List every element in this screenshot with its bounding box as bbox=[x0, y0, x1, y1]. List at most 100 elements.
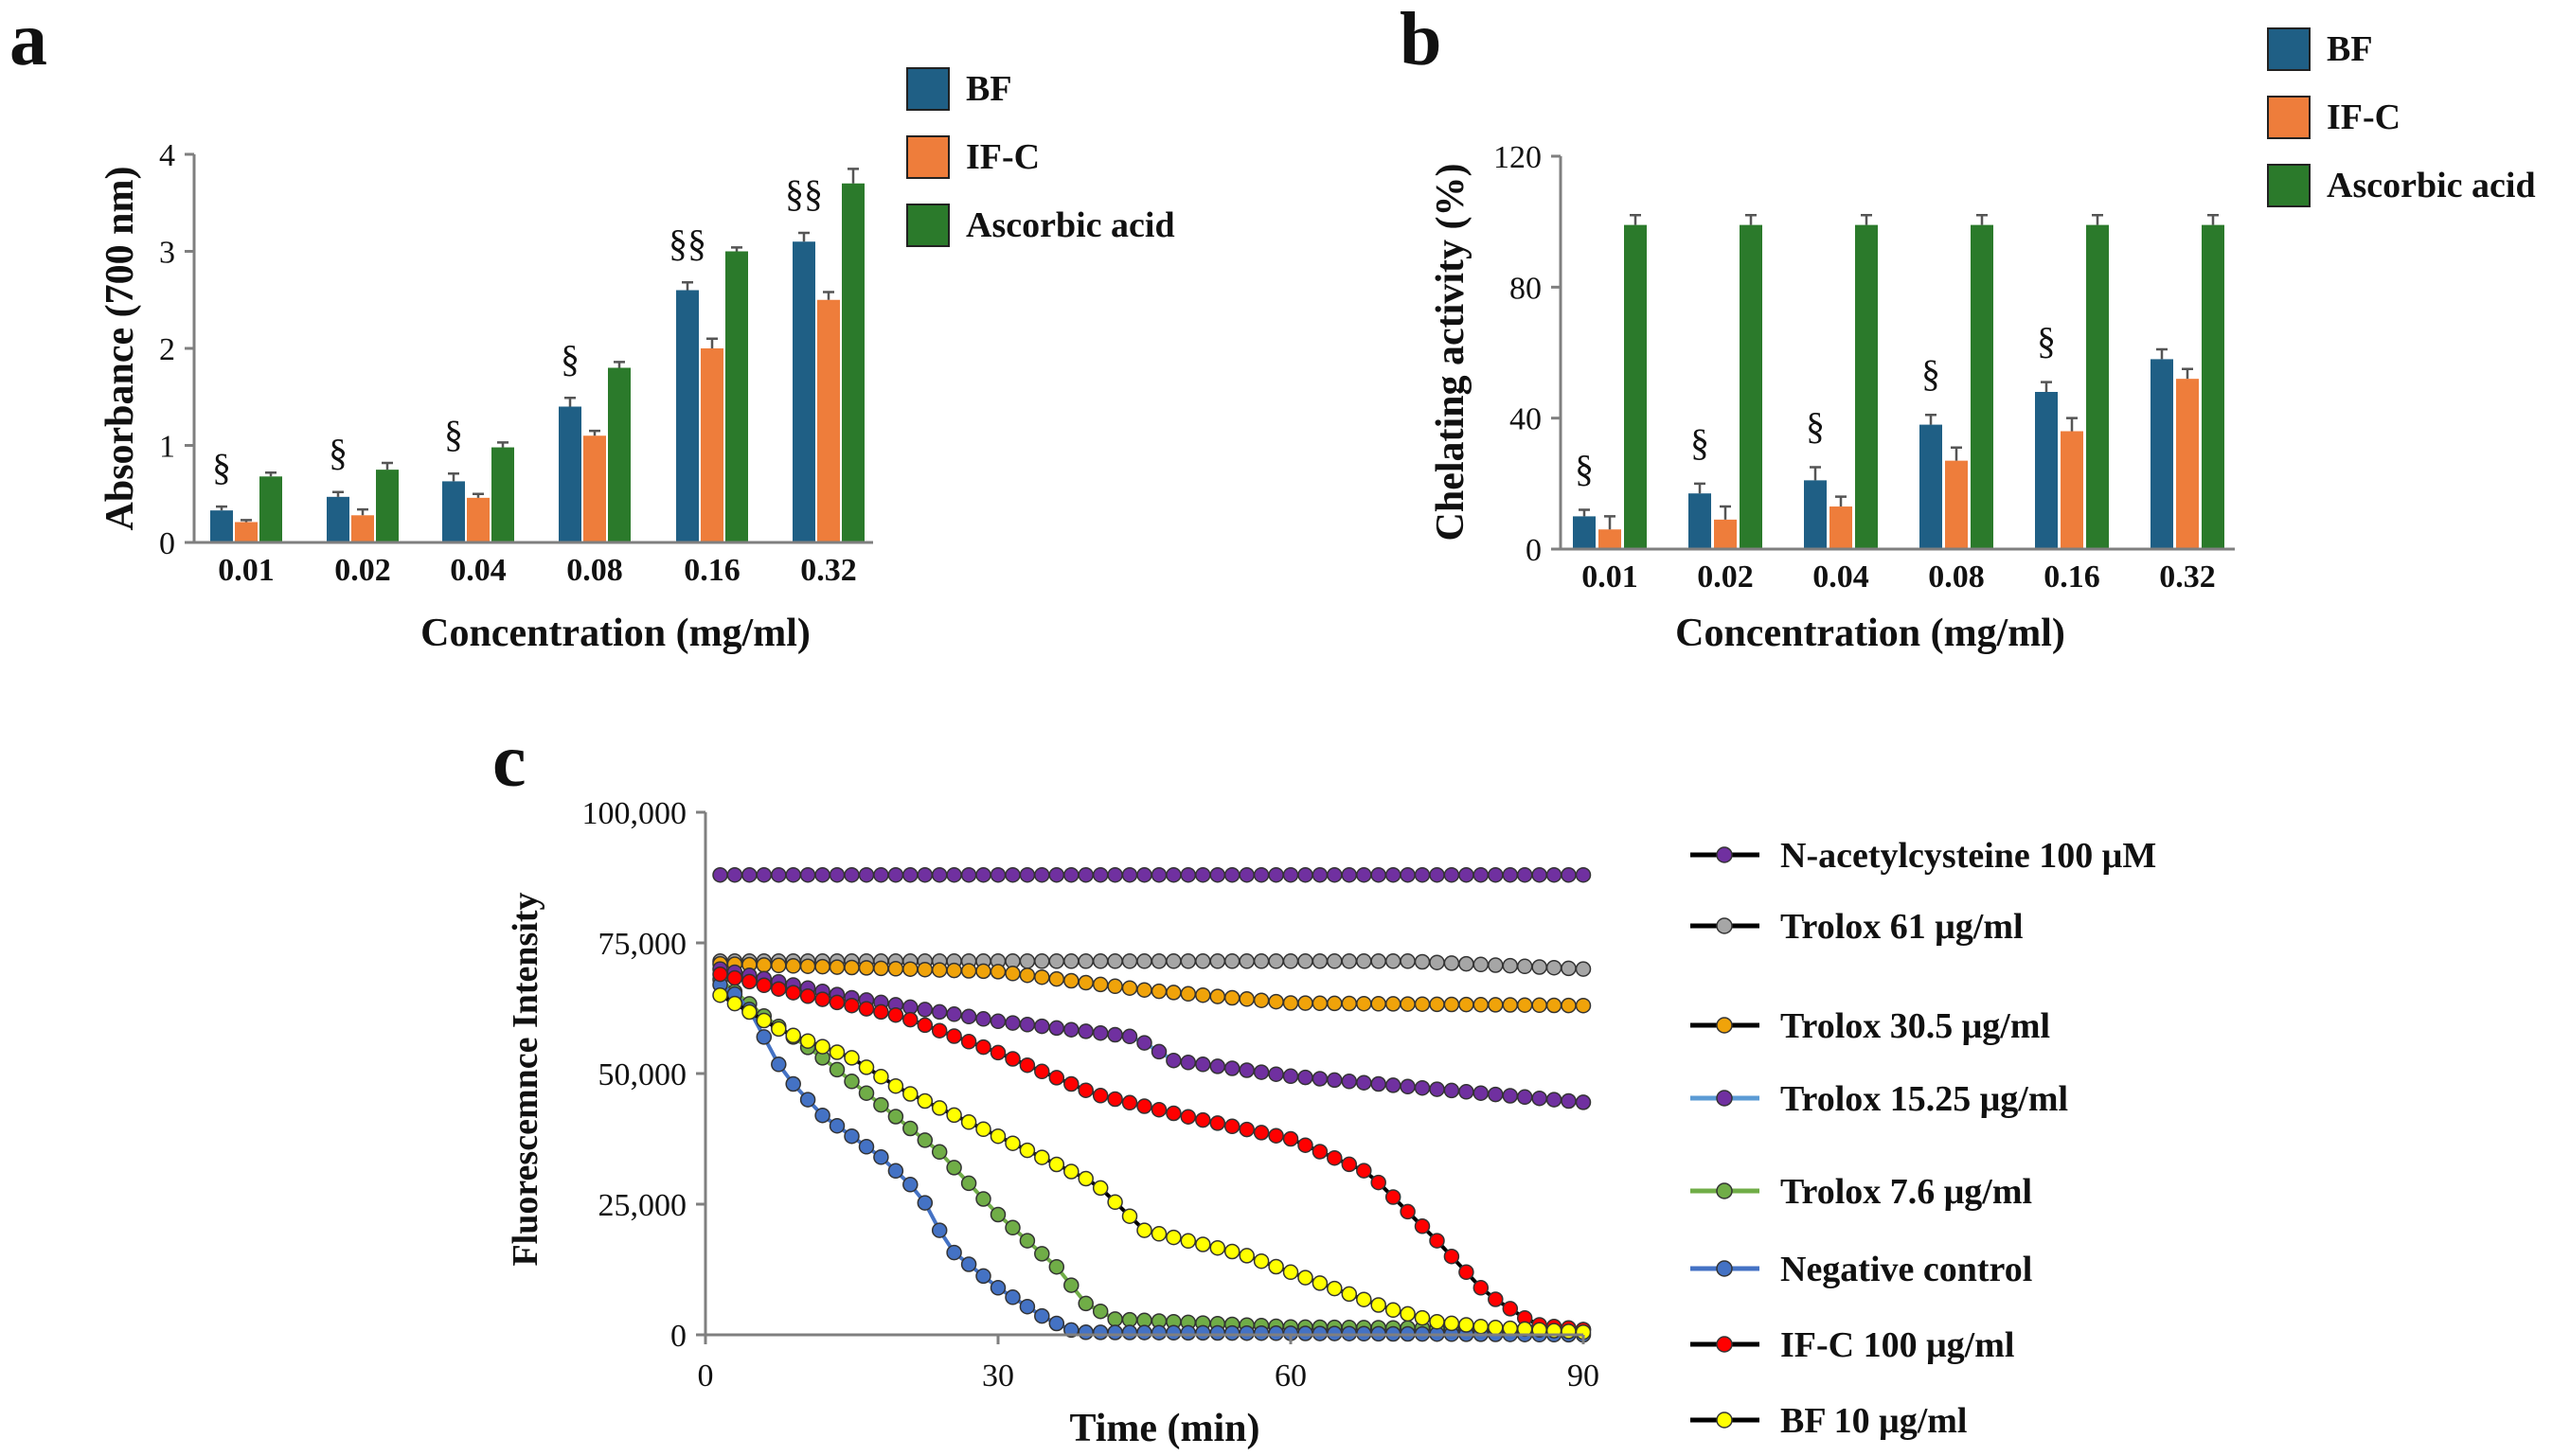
c-x-tick-label: 30 bbox=[982, 1358, 1014, 1394]
data-point bbox=[1239, 953, 1255, 969]
a-bar-bf bbox=[793, 241, 815, 542]
series-line-if-c-100-g-ml bbox=[720, 972, 1584, 1332]
data-point bbox=[741, 973, 758, 990]
data-point bbox=[1356, 1163, 1372, 1179]
chart-a-y-label: Absorbance (700 nm) bbox=[98, 167, 142, 531]
a-bar-ascorbic-acid bbox=[725, 251, 748, 542]
data-point bbox=[1414, 996, 1431, 1012]
b-x-tick-label: 0.32 bbox=[2159, 559, 2216, 595]
data-point bbox=[946, 866, 962, 883]
data-point bbox=[1516, 958, 1533, 975]
data-point bbox=[975, 1268, 991, 1285]
data-point bbox=[1400, 1305, 1416, 1323]
b-bar-ascorbic-acid bbox=[2202, 224, 2224, 549]
data-point bbox=[960, 1256, 977, 1272]
data-point bbox=[902, 1086, 919, 1102]
data-point bbox=[726, 969, 743, 986]
series-negative-control bbox=[712, 976, 1592, 1343]
data-point bbox=[975, 1191, 991, 1207]
a-bar-bf bbox=[559, 406, 581, 542]
data-point bbox=[1151, 1324, 1168, 1341]
data-point bbox=[1443, 1082, 1460, 1099]
data-point bbox=[814, 958, 830, 975]
a-error-bar bbox=[614, 361, 625, 368]
c-y-tick-label: 0 bbox=[670, 1319, 687, 1354]
a-error-bar bbox=[848, 168, 859, 184]
data-point bbox=[931, 1003, 948, 1021]
data-point bbox=[1209, 1115, 1226, 1131]
c-legend-marker bbox=[1716, 846, 1733, 863]
chart-c-y-label: Fluorescemnce Intensity bbox=[506, 892, 545, 1266]
b-bar-if-c bbox=[2061, 431, 2083, 549]
data-point bbox=[1282, 1264, 1299, 1281]
b-legend-label: BF bbox=[2327, 29, 2373, 69]
data-point bbox=[1268, 866, 1284, 883]
data-point bbox=[1400, 1203, 1416, 1220]
data-point bbox=[1282, 1068, 1299, 1085]
data-point bbox=[1019, 953, 1036, 969]
data-point bbox=[1384, 953, 1401, 969]
data-point bbox=[1268, 1128, 1284, 1144]
data-point bbox=[1253, 992, 1270, 1008]
data-point bbox=[814, 1039, 830, 1055]
data-point bbox=[712, 866, 728, 883]
data-point bbox=[1078, 1324, 1094, 1341]
series-trolox-30-5-g-ml bbox=[712, 955, 1592, 1014]
b-legend-label: Ascorbic acid bbox=[2327, 166, 2536, 205]
b-error-bar bbox=[2041, 381, 2052, 392]
b-error-bar bbox=[1720, 505, 1731, 520]
data-point bbox=[1092, 953, 1109, 969]
data-point bbox=[1516, 1089, 1533, 1106]
data-point bbox=[1166, 1324, 1182, 1341]
data-point bbox=[975, 1011, 991, 1027]
b-bar-ascorbic-acid bbox=[1624, 224, 1647, 549]
b-x-tick-label: 0.01 bbox=[1581, 559, 1638, 595]
data-point bbox=[1341, 866, 1358, 883]
data-point bbox=[1180, 1233, 1197, 1250]
data-point bbox=[1429, 1081, 1445, 1097]
data-point bbox=[1502, 1320, 1519, 1337]
b-bar-ascorbic-acid bbox=[1740, 224, 1762, 549]
data-point bbox=[990, 1280, 1007, 1296]
b-y-tick-label: 80 bbox=[1509, 271, 1542, 306]
data-point bbox=[946, 962, 962, 979]
data-point bbox=[1282, 1130, 1299, 1147]
data-point bbox=[1239, 866, 1255, 883]
a-legend-swatch bbox=[906, 135, 950, 179]
data-point bbox=[1458, 1084, 1474, 1100]
a-y-tick-label: 0 bbox=[159, 526, 175, 561]
a-significance-mark: § bbox=[444, 413, 463, 455]
a-error-bar bbox=[241, 519, 252, 523]
data-point bbox=[1121, 866, 1138, 883]
a-significance-mark: §§ bbox=[669, 222, 706, 264]
data-point bbox=[1370, 953, 1386, 969]
data-point bbox=[1400, 866, 1416, 883]
data-point bbox=[1121, 1028, 1138, 1045]
data-point bbox=[1545, 1092, 1562, 1108]
a-legend-label: BF bbox=[966, 69, 1012, 109]
data-point bbox=[1282, 995, 1299, 1011]
data-point bbox=[873, 866, 889, 883]
b-bar-bf bbox=[1573, 516, 1596, 549]
data-point bbox=[771, 981, 787, 997]
data-point bbox=[1063, 1277, 1080, 1293]
a-x-tick-label: 0.16 bbox=[684, 553, 741, 588]
data-point bbox=[1502, 866, 1519, 883]
data-point bbox=[1078, 1170, 1094, 1187]
b-bar-bf bbox=[1919, 424, 1942, 549]
a-error-bar bbox=[216, 505, 227, 511]
data-point bbox=[1121, 1324, 1138, 1341]
data-point bbox=[1195, 1056, 1211, 1073]
data-point bbox=[1516, 866, 1533, 883]
data-point bbox=[1034, 1246, 1050, 1262]
data-point bbox=[1297, 1270, 1313, 1286]
data-point bbox=[1136, 1324, 1152, 1341]
b-bar-if-c bbox=[2176, 379, 2199, 549]
data-point bbox=[1531, 997, 1547, 1014]
chart-a-legend: BF IF-C Ascorbic acid bbox=[906, 67, 1175, 247]
data-point bbox=[1180, 866, 1197, 883]
data-point bbox=[1545, 959, 1562, 976]
data-point bbox=[741, 866, 758, 883]
data-point bbox=[1151, 866, 1168, 883]
b-error-bar bbox=[2182, 367, 2193, 380]
